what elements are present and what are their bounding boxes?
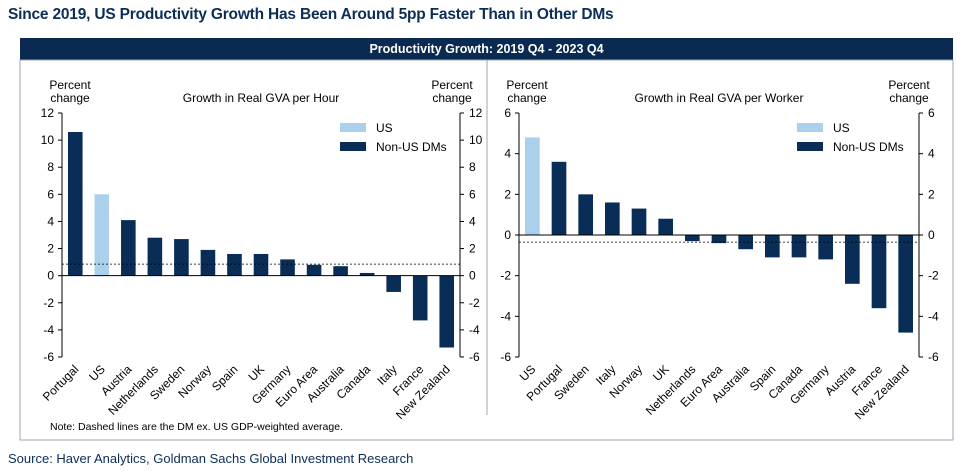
chart2-bar-austria <box>845 235 860 284</box>
chart2-right-tick-label: 4 <box>928 147 935 161</box>
chart1-right-tick-label: 0 <box>469 269 476 283</box>
chart1-right-tick-label: 6 <box>469 187 476 201</box>
chart2-legend-swatch-non-us <box>797 142 823 151</box>
chart1-left-tick-label: 4 <box>47 214 54 228</box>
chart1-right-tick-label: 12 <box>469 106 483 120</box>
chart1-right-tick-label: -6 <box>469 350 480 364</box>
chart1-right-axis-label-line1: Percent <box>431 78 473 92</box>
chart1-title: Growth in Real GVA per Hour <box>183 91 340 105</box>
chart1-category-label: Portugal <box>40 362 82 404</box>
chart1-bar-netherlands <box>147 237 163 276</box>
chart1-left-tick-label: 0 <box>47 269 54 283</box>
chart2-bar-canada <box>791 235 807 258</box>
chart1-bar-sweden <box>174 239 189 276</box>
chart2-bar-uk <box>658 218 673 235</box>
chart1-left-tick-label: -6 <box>43 350 54 364</box>
chart1-right-tick-label: 4 <box>469 214 476 228</box>
chart2-legend-label-us: US <box>833 121 850 135</box>
chart1-right-tick-label: -4 <box>469 323 480 337</box>
chart1-left-tick-label: -4 <box>43 323 54 337</box>
main-title: Since 2019, US Productivity Growth Has B… <box>8 6 614 23</box>
chart1-bar-uk <box>253 253 269 276</box>
chart2-bar-sweden <box>578 194 593 235</box>
chart1-bar-new-zealand <box>439 275 455 348</box>
chart2-legend-swatch-us <box>797 123 823 132</box>
chart1-bar-austria <box>121 220 136 276</box>
chart2-left-axis-label-line2: change <box>507 91 547 105</box>
chart1-left-axis-label-line1: Percent <box>49 78 91 92</box>
chart1-bar-norway <box>200 249 216 276</box>
chart1-bar-spain <box>227 253 242 276</box>
chart2-bar-euro-area <box>711 235 727 244</box>
chart2-right-tick-label: -6 <box>928 350 939 364</box>
chart2-left-tick-label: 0 <box>504 228 511 242</box>
chart2-right-axis-label-line1: Percent <box>888 78 930 92</box>
chart2-left-tick-label: -2 <box>500 269 511 283</box>
chart1-legend-label-us: US <box>376 121 393 135</box>
chart2-bar-new-zealand <box>898 235 913 333</box>
chart2-right-tick-label: 6 <box>928 106 935 120</box>
chart1-right-tick-label: -2 <box>469 296 480 310</box>
chart1-legend-label-non-us: Non-US DMs <box>376 140 447 154</box>
source-note: Source: Haver Analytics, Goldman Sachs G… <box>8 451 414 466</box>
chart2-category-label: UK <box>650 362 672 384</box>
chart2-right-tick-label: 0 <box>928 228 935 242</box>
chart1-right-axis-label-line2: change <box>432 91 472 105</box>
chart2-left-tick-label: 2 <box>504 187 511 201</box>
chart1-bar-canada <box>359 272 375 276</box>
chart1-right-tick-label: 2 <box>469 242 476 256</box>
chart2-right-axis-label-line2: change <box>889 91 929 105</box>
chart2-bar-norway <box>631 208 647 235</box>
chart1-left-tick-label: -2 <box>43 296 54 310</box>
chart2-left-tick-label: -4 <box>500 309 511 323</box>
chart1-bar-portugal <box>67 131 83 276</box>
chart1-left-tick-label: 10 <box>41 133 55 147</box>
chart2-bar-portugal <box>551 161 567 235</box>
chart-banner: Productivity Growth: 2019 Q4 - 2023 Q4 <box>20 38 953 60</box>
chart2-left-tick-label: -6 <box>500 350 511 364</box>
chart1-legend-swatch-us <box>340 123 366 132</box>
chart1-category-label: US <box>86 362 108 384</box>
chart2-left-tick-label: 4 <box>504 147 511 161</box>
chart1-bar-australia <box>333 266 348 276</box>
chart1-right-tick-label: 8 <box>469 160 476 174</box>
chart2-legend-label-non-us: Non-US DMs <box>833 140 904 154</box>
chart1-category-label: UK <box>245 362 267 384</box>
chart1-left-axis-label-line2: change <box>50 91 90 105</box>
chart2-bar-germany <box>818 235 833 260</box>
chart2-bar-spain <box>765 235 780 258</box>
chart1-left-tick-label: 12 <box>41 106 55 120</box>
chart1-bar-us <box>94 194 110 276</box>
chart1-left-tick-label: 2 <box>47 242 54 256</box>
chart2-right-tick-label: -4 <box>928 309 939 323</box>
chart2-left-axis-label-line1: Percent <box>506 78 548 92</box>
chart2-category-label: US <box>517 362 539 384</box>
chart2-bar-italy <box>605 202 620 235</box>
chart2-bar-australia <box>738 235 753 250</box>
chart2-right-tick-label: 2 <box>928 187 935 201</box>
chart2-title: Growth in Real GVA per Worker <box>635 91 804 105</box>
chart1-bar-germany <box>280 259 295 276</box>
chart2-bar-netherlands <box>685 235 700 242</box>
chart1-left-tick-label: 6 <box>47 187 54 201</box>
chart1-bar-italy <box>386 275 401 292</box>
chart-note: Note: Dashed lines are the DM ex. US GDP… <box>50 421 343 433</box>
chart2-bar-us <box>525 137 540 235</box>
chart1-category-label: Spain <box>209 362 241 394</box>
chart1-legend-swatch-non-us <box>340 142 366 151</box>
chart1-bar-france <box>412 275 428 321</box>
chart1-right-tick-label: 10 <box>469 133 483 147</box>
chart2-left-tick-label: 6 <box>504 106 511 120</box>
chart2-right-tick-label: -2 <box>928 269 939 283</box>
chart1-bar-euro-area <box>306 264 322 276</box>
chart1-left-tick-label: 8 <box>47 160 54 174</box>
chart2-bar-france <box>871 235 887 309</box>
